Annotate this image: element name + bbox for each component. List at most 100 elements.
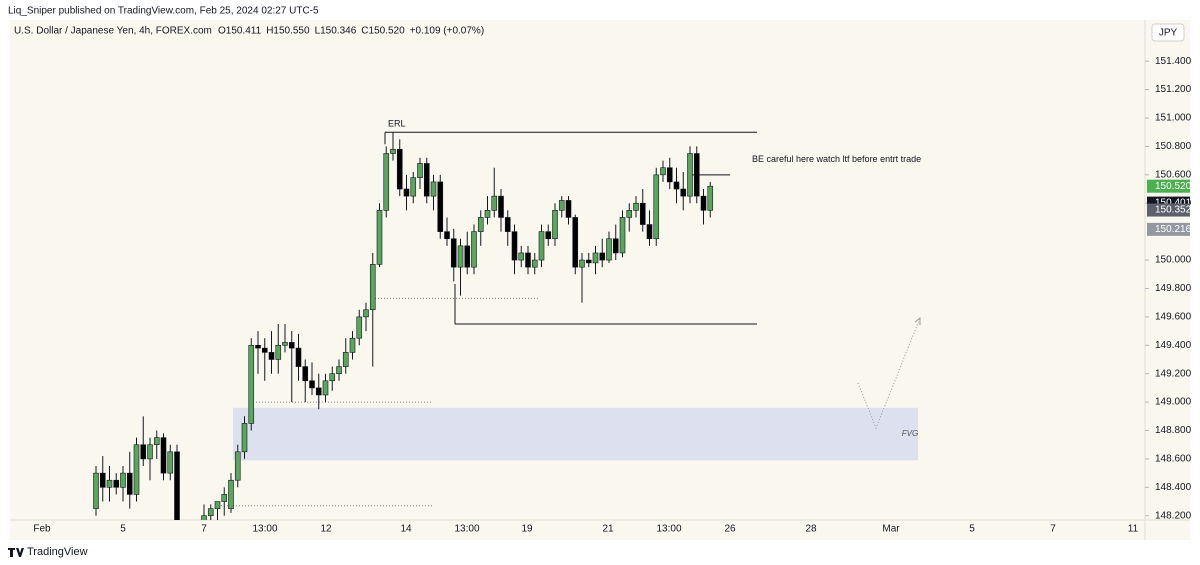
candle-body [174,451,180,520]
candle-body [599,252,606,261]
candle-body [417,163,423,178]
candle-body [295,347,302,367]
ohlc-value: L150.346 [315,26,357,37]
candle-body [248,344,255,424]
price-label: 151.200 [1155,84,1192,95]
candle-body [234,451,241,481]
candle-body [626,210,633,218]
candle-body [558,200,565,211]
chart-pane [10,20,1190,540]
price-label: 150.000 [1155,255,1192,266]
candle-body [329,373,336,382]
candle-body [342,352,349,367]
candle-body [309,380,315,389]
time-label: 5 [969,524,975,535]
candle-body [491,195,498,211]
candle-body [700,195,707,211]
price-label: 149.600 [1155,312,1192,323]
price-badge [1147,222,1190,236]
candle-body [126,472,133,495]
price-badge [1147,203,1190,217]
currency-button[interactable] [1151,23,1185,42]
candle-body [396,148,403,190]
candle-body [565,200,572,218]
candle-body [261,347,268,353]
candle-body [153,437,160,446]
candle-body [619,217,626,254]
candle-body [241,423,248,453]
ohlc-value: C150.520 [361,26,405,37]
candle-body [673,181,680,190]
currency[interactable]: JPY [1159,28,1178,39]
candle-body [322,380,329,396]
candle-body [140,444,147,460]
time-label: 12 [320,524,332,535]
candle-body [511,231,518,261]
price-label: 151.400 [1155,56,1192,67]
price-label: 148.400 [1155,482,1192,493]
ohlc-value: O150.411 [218,26,262,37]
candle-body [430,181,437,197]
candle-body [390,148,396,154]
price-badge [1147,179,1190,193]
candle-body [336,366,342,374]
candle-body [707,185,714,211]
candle-body [525,252,531,268]
time-label: 11 [1128,524,1139,535]
price-label: 150.600 [1155,169,1192,180]
time-label: 5 [120,524,126,535]
candle-body [552,210,558,240]
candle-body [376,210,383,265]
time-label: 28 [805,524,817,535]
ohlc-value: H150.550 [266,26,310,37]
candle-body [457,245,464,268]
candle-body [538,231,545,261]
candle-body [660,167,666,176]
candle-body [437,181,444,232]
time-label: 13:00 [656,524,681,535]
candle-body [612,238,619,254]
candle-body [545,231,552,240]
candle-body [471,231,477,268]
candle-body [207,508,214,517]
candle-body [99,472,106,488]
candle-body [498,195,504,218]
candle-body [444,231,450,240]
candle-body [221,494,228,502]
candle-body [504,217,511,232]
candle-body [639,202,646,225]
erl-label: ERL [388,119,406,129]
time-label: 26 [724,524,736,535]
candle-body [687,153,693,197]
price-label: 150.800 [1155,141,1192,152]
candle-body [606,238,612,261]
candle-body [356,316,363,339]
time-label: Mar [882,524,900,535]
price-label: 151.000 [1155,113,1192,124]
candle-body [666,167,673,183]
time-label: 7 [1050,524,1056,535]
time-label: 7 [201,524,207,535]
fvg-label: FVG [902,429,918,438]
time-label: Feb [33,524,51,535]
candle-body [302,366,309,382]
price-label: 149.400 [1155,340,1192,351]
candle-body [579,259,585,268]
candle-body [167,451,174,474]
candle-body [518,252,525,261]
candle-body [450,238,457,268]
candle-body [120,472,126,488]
candle-body [464,245,471,268]
candle-body [133,444,140,495]
candle-body [423,163,430,197]
tv-logo [8,548,24,557]
price-label: 149.000 [1155,397,1192,408]
candle-body [531,259,538,268]
candle-body [680,188,687,197]
candle-body [349,337,356,353]
candle-body [201,515,207,520]
price-label: 148.600 [1155,454,1192,465]
candle-body [93,472,99,509]
candle-body [484,210,491,218]
candle-body [255,344,261,349]
